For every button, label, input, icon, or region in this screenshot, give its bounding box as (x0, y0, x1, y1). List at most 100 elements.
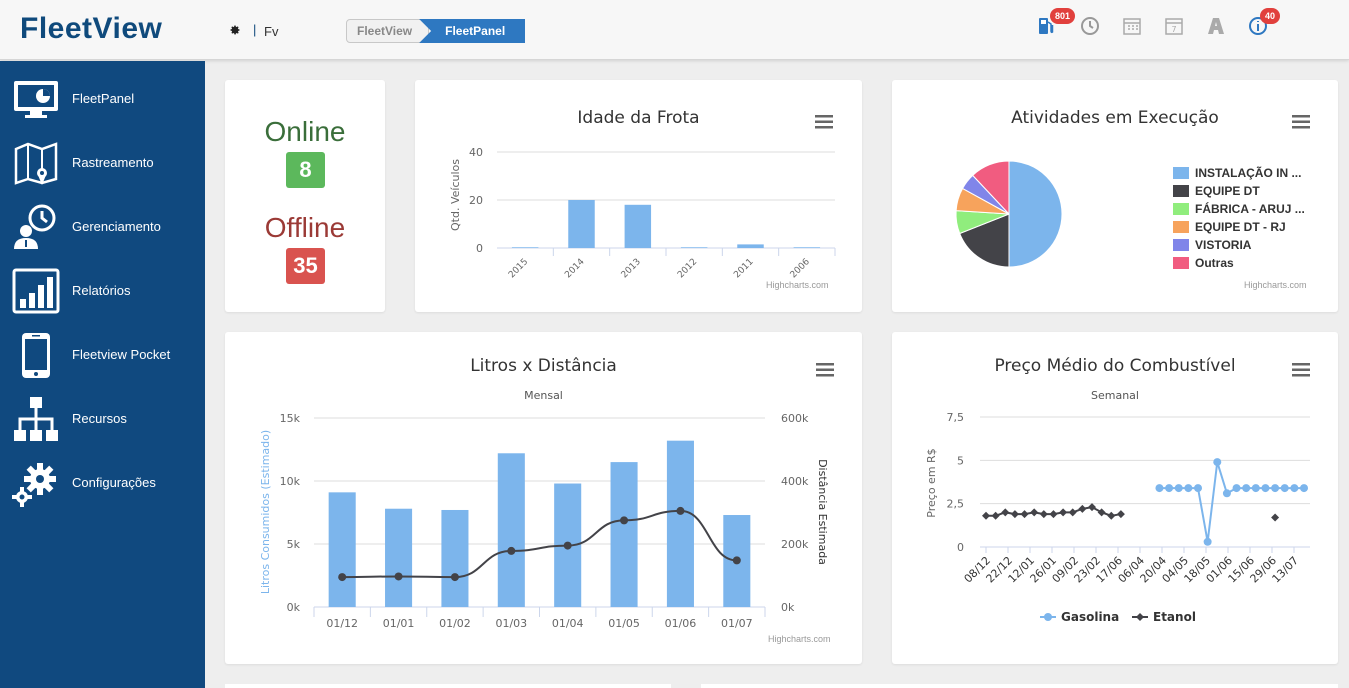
fleet-age-ytick: 40 (469, 146, 483, 159)
top-header: FleetView | Fv FleetView FleetPanel 801 … (0, 0, 1349, 60)
legend-swatch (1173, 167, 1189, 179)
fleet-age-chart: Qtd. Veículos 0 20 40 2015 2014 2013 2012 2011 2… (449, 146, 836, 280)
liters-distance-menu-icon[interactable] (816, 363, 834, 377)
distance-point (507, 546, 516, 555)
smartphone-icon (22, 333, 50, 378)
sidebar-label-configuracoes: Configurações (72, 475, 156, 490)
fleet-age-bar (624, 204, 652, 248)
calendar-day-icon[interactable]: 7 (1164, 16, 1184, 36)
fleet-age-menu-icon[interactable] (815, 115, 833, 129)
app-logo[interactable]: FleetView (20, 12, 163, 45)
sidebar-label-fleetview-pocket: Fleetview Pocket (72, 347, 171, 362)
liters-distance-ylabel: Litros Consumidos (Estimado) (259, 430, 272, 594)
breadcrumb: FleetView FleetPanel (346, 19, 526, 43)
fuel-price-point (1184, 484, 1193, 493)
info-icon[interactable] (1248, 16, 1268, 36)
fuel-price-line (1159, 461, 1304, 542)
road-icon[interactable] (1206, 16, 1226, 36)
liters-distance-credits[interactable]: Highcharts.com (768, 634, 831, 644)
liters-distance-xtick: 01/04 (552, 617, 584, 630)
sidebar-item-fleetview-pocket[interactable]: Fleetview Pocket (0, 327, 205, 383)
liters-distance-title: Litros x Distância (470, 356, 617, 376)
fuel-price-ytick: 0 (957, 541, 964, 554)
fuel-price-point (1232, 484, 1241, 493)
map-pin-icon (14, 142, 58, 185)
fuel-price-point (1049, 510, 1058, 519)
fleet-age-credits[interactable]: Highcharts.com (766, 280, 829, 290)
legend-label: VISTORIA (1195, 238, 1252, 252)
liters-distance-y2tick: 0k (781, 601, 795, 614)
sidebar-item-configuracoes[interactable]: Configurações (0, 455, 205, 511)
fuel-price-legend-marker (1044, 613, 1052, 621)
pie-slice (1008, 160, 1063, 268)
calendar-icon[interactable] (1122, 16, 1142, 36)
fuel-price-point (1271, 484, 1280, 493)
fuel-pump-icon[interactable] (1036, 16, 1056, 36)
user-name[interactable]: Fv (264, 24, 279, 39)
liters-distance-ytick: 10k (280, 475, 301, 488)
bottom-card-edge-right (701, 684, 1338, 688)
breadcrumb-fleetpanel[interactable]: FleetPanel (419, 19, 526, 43)
activities-legend: INSTALAÇÃO IN ... EQUIPE DT FÁBRICA - ARUJ… (1173, 166, 1333, 276)
fleet-age-bar (568, 200, 595, 248)
offline-count[interactable]: 35 (286, 248, 325, 284)
online-count[interactable]: 8 (286, 152, 325, 188)
fuel-price-menu-icon[interactable] (1292, 363, 1310, 377)
liters-distance-xtick: 01/01 (383, 617, 415, 630)
liters-distance-ytick: 5k (287, 538, 301, 551)
activities-menu-icon[interactable] (1292, 115, 1310, 129)
fleet-age-xtick: 2015 (507, 257, 530, 280)
legend-label: EQUIPE DT - RJ (1195, 220, 1286, 234)
sidebar-item-recursos[interactable]: Recursos (0, 391, 205, 447)
bottom-card-edge-left (225, 684, 671, 688)
sidebar-item-fleetpanel[interactable]: FleetPanel (0, 71, 205, 127)
fleet-age-ytick: 20 (469, 194, 483, 207)
activities-pie (955, 160, 1063, 268)
liters-bar (666, 440, 694, 607)
legend-label: Outras (1195, 256, 1234, 270)
sidebar-item-rastreamento[interactable]: Rastreamento (0, 135, 205, 191)
liters-distance-y2tick: 200k (781, 538, 809, 551)
fuel-price-point (1203, 537, 1212, 546)
liters-distance-y2label: Distância Estimada (816, 459, 829, 565)
liters-distance-ytick: 15k (280, 412, 301, 425)
liters-distance-subtitle: Mensal (524, 389, 563, 402)
distance-point (394, 572, 403, 581)
fuel-price-card: Preço Médio do Combustível Semanal Preço… (892, 332, 1338, 664)
liters-distance-xtick: 01/12 (326, 617, 358, 630)
fuel-price-point (1030, 508, 1039, 517)
sidebar-item-relatorios[interactable]: Relatórios (0, 263, 205, 319)
fuel-price-point (991, 511, 1000, 520)
fuel-price-legend-label: Gasolina (1061, 610, 1119, 624)
fleet-age-xtick: 2014 (563, 257, 586, 280)
activities-title: Atividades em Execução (1011, 108, 1219, 128)
user-clock-icon (14, 204, 56, 249)
breadcrumb-fleetview[interactable]: FleetView (346, 19, 430, 43)
activities-credits[interactable]: Highcharts.com (1244, 280, 1307, 290)
legend-label: FÁBRICA - ARUJ ... (1195, 202, 1305, 216)
fleet-age-xtick: 2006 (789, 257, 812, 280)
legend-swatch (1173, 257, 1189, 269)
bar-report-icon (12, 268, 60, 314)
distance-point (732, 556, 741, 565)
legend-swatch (1173, 221, 1189, 233)
fleet-age-bar (680, 247, 708, 248)
info-badge: 40 (1260, 8, 1281, 24)
pie-slice (959, 213, 1010, 268)
clock-icon[interactable] (1080, 16, 1100, 36)
fuel-price-point (1155, 484, 1164, 493)
liters-distance-xtick: 01/02 (439, 617, 471, 630)
status-card: Online 8 Offline 35 (225, 80, 385, 312)
online-label: Online (264, 116, 346, 147)
svg-text:7: 7 (1171, 25, 1176, 34)
sidebar-label-relatorios: Relatórios (72, 283, 131, 298)
fuel-price-point (1059, 508, 1068, 517)
liters-bar (441, 509, 469, 607)
sidebar-item-gerenciamento[interactable]: Gerenciamento (0, 199, 205, 255)
monitor-chart-icon (14, 81, 58, 118)
gear-icon[interactable] (229, 24, 241, 36)
fuel-price-point (1222, 489, 1231, 498)
fuel-price-point (1039, 510, 1048, 519)
fuel-price-point (1271, 513, 1280, 522)
fuel-price-subtitle: Semanal (1091, 389, 1139, 402)
